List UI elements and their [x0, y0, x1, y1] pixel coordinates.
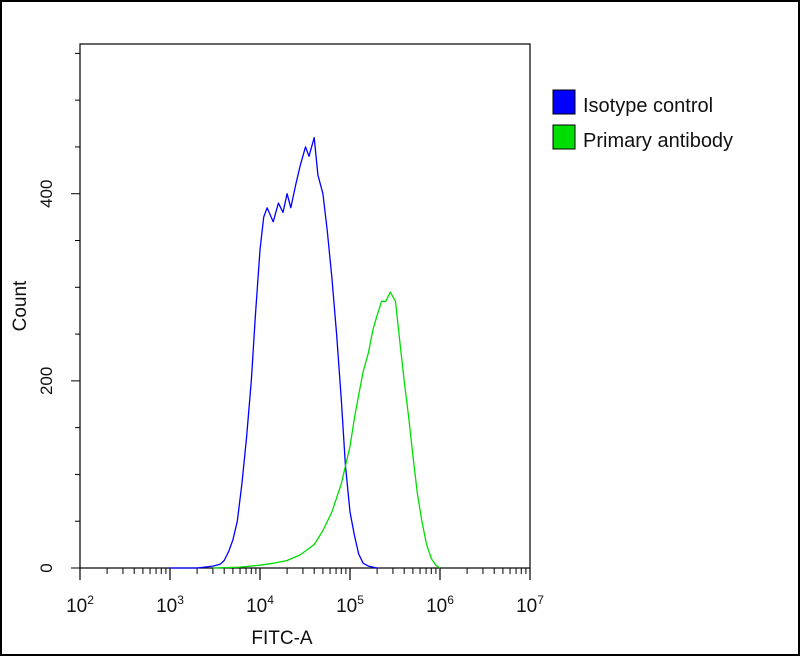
legend: Isotype control Primary antibody — [552, 89, 733, 152]
y-axis-label: Count — [10, 280, 31, 331]
x-tick-label: 103 — [156, 593, 184, 617]
x-tick-label: 102 — [66, 593, 94, 617]
x-tick-label: 107 — [516, 593, 544, 617]
series-layer — [170, 136, 441, 569]
x-tick-label: 105 — [336, 593, 364, 617]
x-tick-label: 104 — [246, 593, 274, 617]
y-tick-label: 0 — [37, 563, 56, 572]
legend-label-primary-antibody: Primary antibody — [583, 130, 733, 152]
plot-area — [79, 43, 531, 569]
y-ticks: 0 200 400 — [37, 52, 80, 573]
x-tick-label: 106 — [426, 593, 454, 617]
legend-swatch-isotype-control — [552, 89, 576, 115]
series-line-isotype-control — [170, 136, 378, 569]
x-ticks: 102 103 104 105 106 107 — [66, 568, 544, 617]
y-tick-label: 200 — [37, 367, 56, 395]
legend-label-isotype-control: Isotype control — [583, 95, 713, 117]
series-line-primary-antibody — [212, 291, 441, 569]
y-tick-label: 400 — [37, 180, 56, 208]
x-axis-label: FITC-A — [251, 628, 313, 649]
legend-swatch-primary-antibody — [552, 124, 576, 150]
